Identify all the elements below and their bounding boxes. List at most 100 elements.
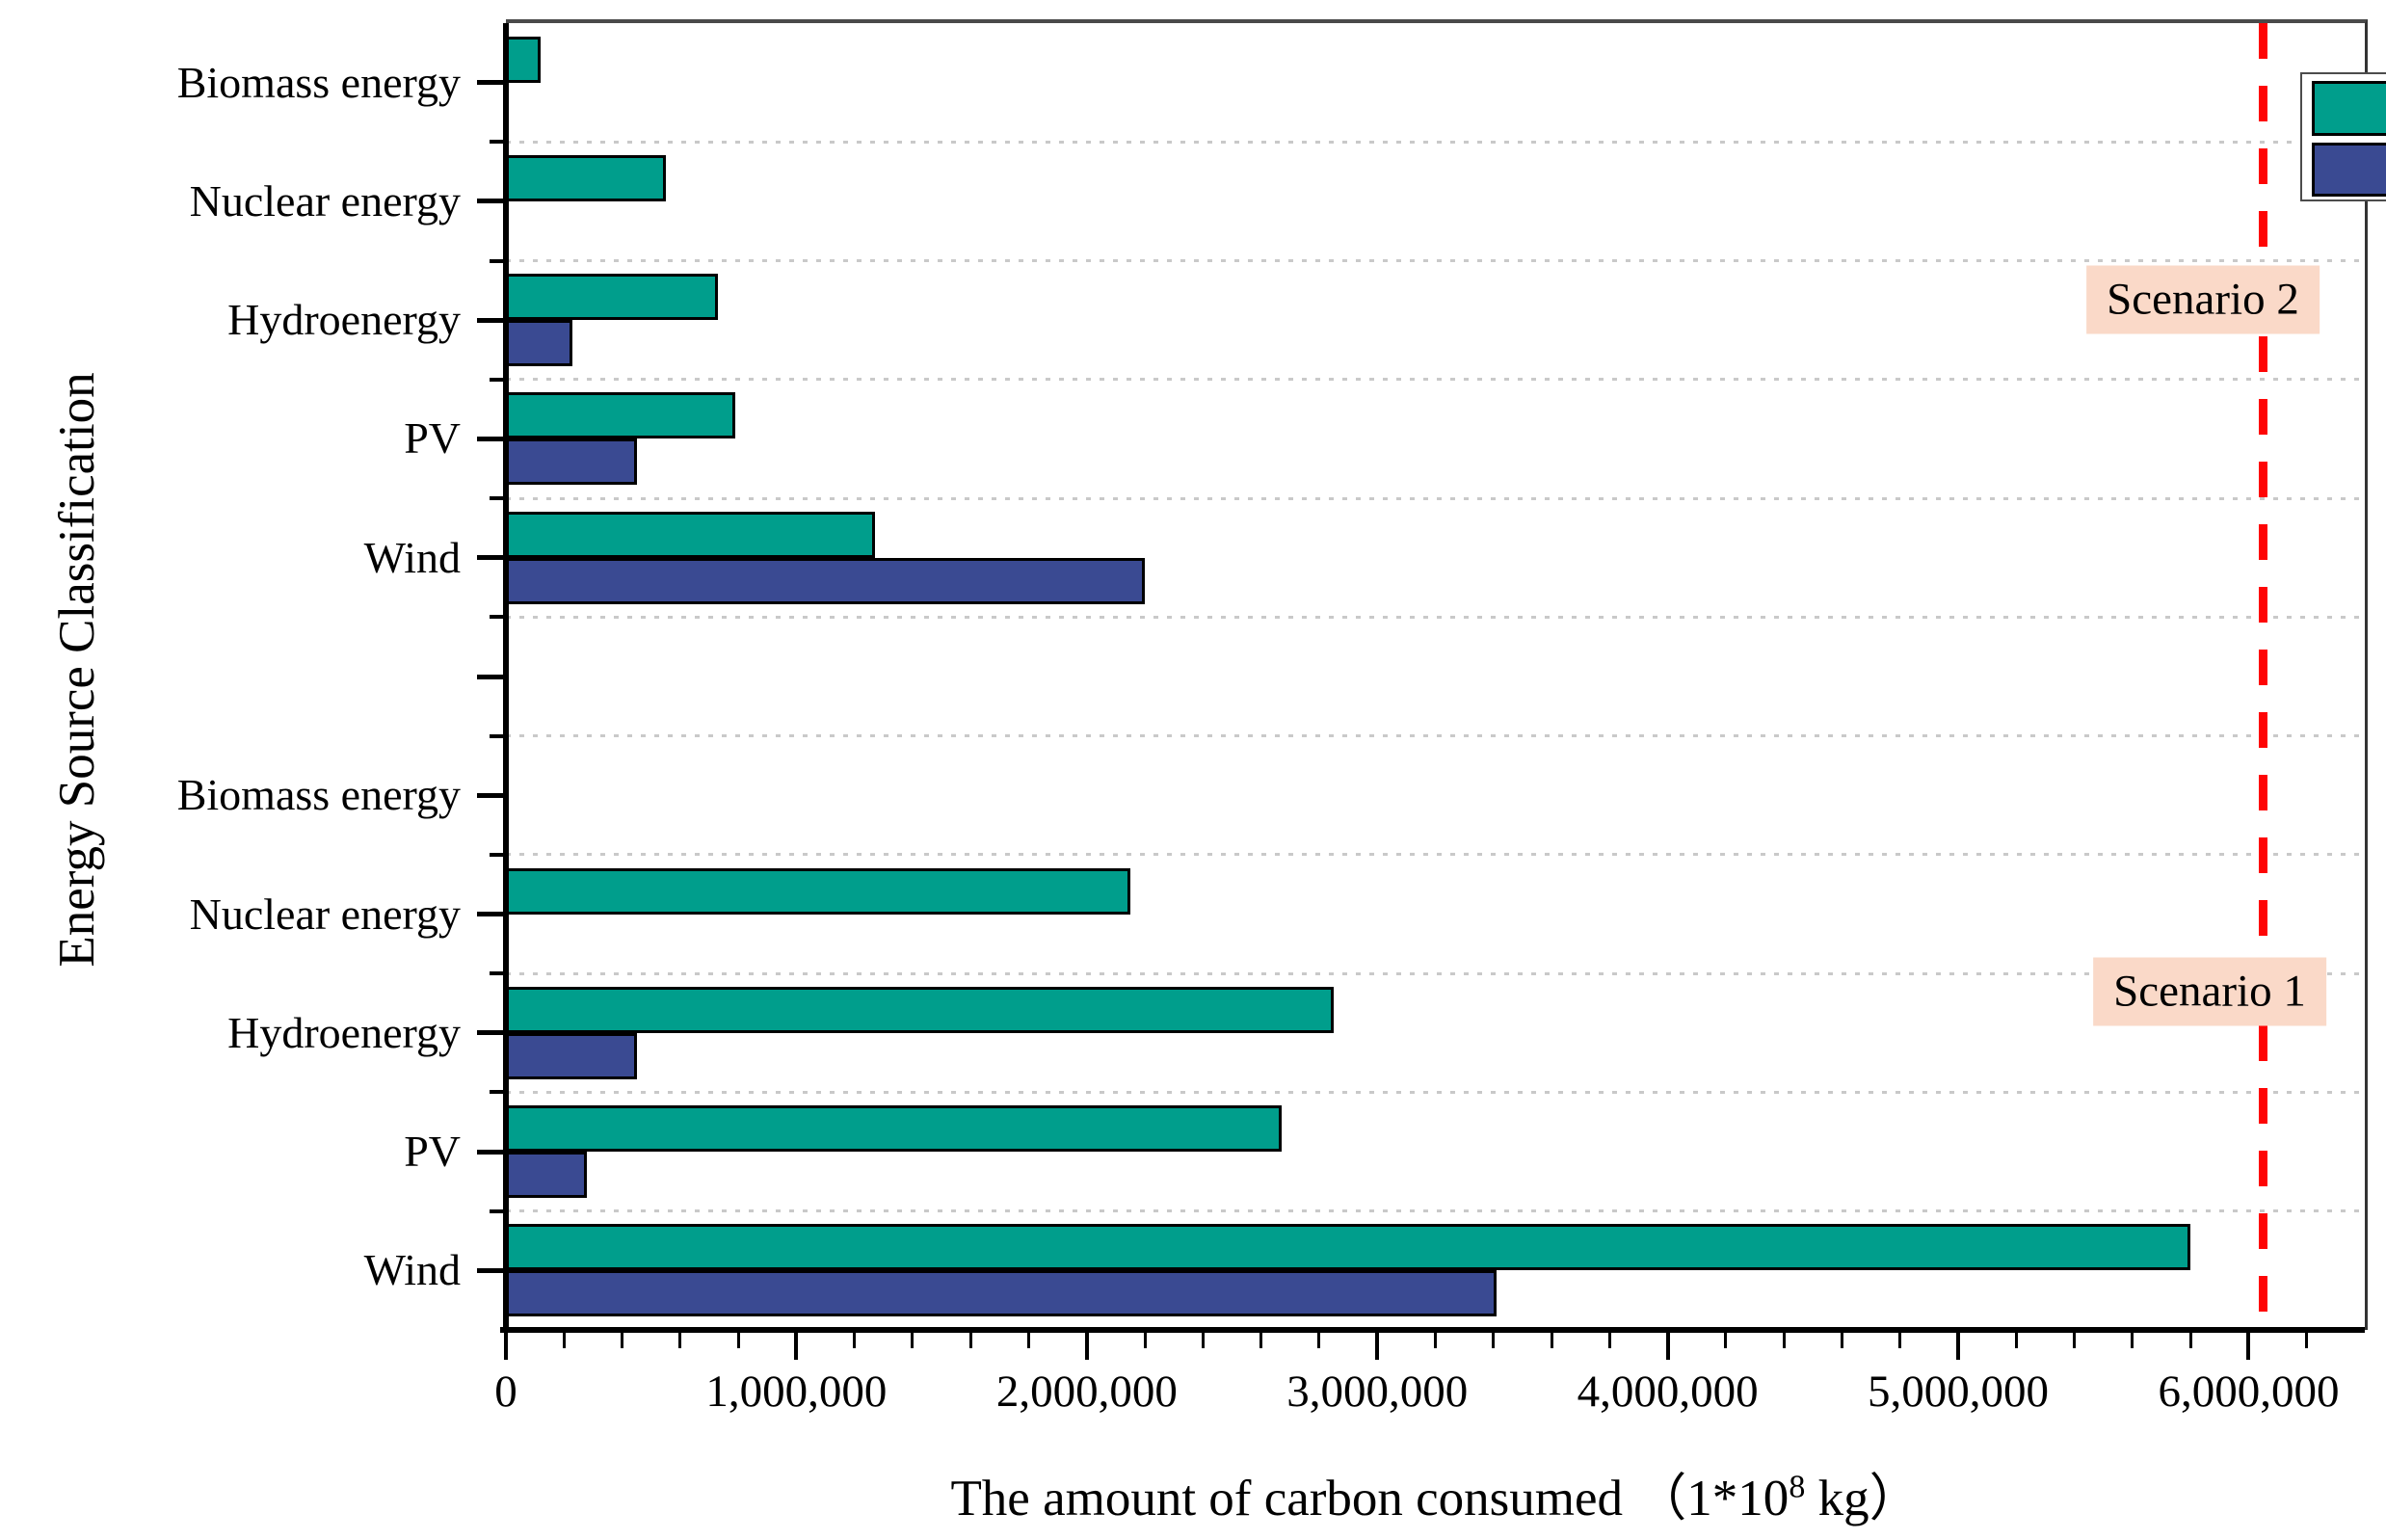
category-label: Nuclear energy: [189, 889, 461, 939]
y-axis-minor-tick: [490, 1208, 506, 1213]
x-axis-minor-tick: [1782, 1333, 1786, 1348]
x-axis-minor-tick: [2131, 1333, 2134, 1348]
category-label: PV: [404, 1127, 461, 1177]
bar-minimum-biomass-energy: [506, 36, 542, 83]
y-axis-minor-tick: [490, 1090, 506, 1095]
x-axis-minor-tick: [1492, 1333, 1496, 1348]
x-axis-minor-tick: [911, 1333, 915, 1348]
category-label: Nuclear energy: [189, 175, 461, 226]
x-axis-title-text: The amount of carbon consumed （1*10: [950, 1471, 1790, 1527]
x-axis-minor-tick: [1259, 1333, 1263, 1348]
y-axis-major-tick: [477, 555, 506, 561]
legend-swatch-initial: [2312, 143, 2386, 197]
x-tick-label: 6,000,000: [2158, 1367, 2340, 1417]
x-axis-minor-tick: [853, 1333, 857, 1348]
x-tick-label: 4,000,000: [1577, 1367, 1759, 1417]
bar-initial-hydroenergy: [506, 1032, 637, 1079]
x-axis-minor-tick: [1607, 1333, 1611, 1348]
category-label: Wind: [363, 532, 461, 582]
legend-swatch-minimum: [2312, 81, 2386, 136]
gridline: [506, 496, 2365, 500]
x-axis-minor-tick: [678, 1333, 682, 1348]
y-axis-minor-tick: [490, 140, 506, 145]
x-tick-label: 5,000,000: [1868, 1367, 2050, 1417]
y-axis-major-tick: [477, 1149, 506, 1155]
x-axis-minor-tick: [736, 1333, 740, 1348]
x-axis-line: [500, 1327, 2365, 1333]
category-label: Hydroenergy: [227, 1007, 461, 1057]
x-axis-minor-tick: [1317, 1333, 1321, 1348]
x-axis-minor-tick: [1027, 1333, 1031, 1348]
x-axis-minor-tick: [621, 1333, 624, 1348]
x-axis-major-tick: [2246, 1333, 2251, 1360]
x-axis-title: The amount of carbon consumed （1*108 kg）: [506, 1457, 2365, 1530]
reference-dashed-line: [2259, 23, 2267, 1330]
gridline: [506, 259, 2365, 263]
y-axis-minor-tick: [490, 852, 506, 857]
y-axis-minor-tick: [490, 377, 506, 382]
gridline: [506, 140, 2365, 144]
bar-initial-pv: [506, 438, 637, 486]
y-axis-minor-tick: [490, 258, 506, 263]
gridline: [506, 734, 2365, 738]
x-axis-minor-tick: [1550, 1333, 1553, 1348]
x-axis-minor-tick: [562, 1333, 566, 1348]
x-axis-minor-tick: [968, 1333, 972, 1348]
plot-area: Minimum Initial Scenario 2 Scenario 1 0 1…: [177, 19, 2386, 1417]
y-axis-major-tick: [477, 1030, 506, 1036]
x-axis-title-unit: kg）: [1805, 1471, 1921, 1527]
bar-minimum-wind: [506, 511, 875, 558]
bar-minimum-nuclear-energy: [506, 867, 1131, 915]
bar-minimum-pv: [506, 1105, 1282, 1153]
gridline: [506, 971, 2365, 975]
x-axis-title-superscript: 8: [1789, 1469, 1806, 1505]
scenario-2-label: Scenario 2: [2086, 265, 2320, 334]
bar-initial-wind: [506, 557, 1146, 604]
y-axis-major-tick: [477, 792, 506, 798]
y-axis-minor-tick: [490, 496, 506, 501]
x-axis-major-tick: [794, 1333, 799, 1360]
bar-initial-hydroenergy: [506, 320, 573, 367]
bar-initial-wind: [506, 1270, 1497, 1317]
x-axis-minor-tick: [2014, 1333, 2018, 1348]
x-axis-major-tick: [1956, 1333, 1961, 1360]
y-axis-major-tick: [477, 912, 506, 917]
y-axis-major-tick: [477, 199, 506, 204]
x-axis-major-tick: [504, 1333, 508, 1360]
gridline: [506, 378, 2365, 382]
x-axis-minor-tick: [1434, 1333, 1437, 1348]
x-axis-minor-tick: [1724, 1333, 1728, 1348]
x-tick-label: 3,000,000: [1286, 1367, 1469, 1417]
y-axis-minor-tick: [490, 971, 506, 976]
scenario-1-label: Scenario 1: [2093, 957, 2326, 1026]
x-axis-minor-tick: [1898, 1333, 1902, 1348]
y-axis-major-tick: [477, 436, 506, 441]
gridline: [506, 1209, 2365, 1213]
bar-minimum-pv: [506, 392, 736, 439]
gridline: [506, 615, 2365, 619]
x-axis-major-tick: [1084, 1333, 1089, 1360]
x-tick-label: 1,000,000: [705, 1367, 888, 1417]
x-axis-minor-tick: [2188, 1333, 2192, 1348]
y-axis-minor-tick: [490, 615, 506, 620]
category-label: Biomass energy: [176, 770, 461, 820]
y-axis-major-tick: [477, 1267, 506, 1273]
x-axis-major-tick: [1375, 1333, 1380, 1360]
x-axis-minor-tick: [1143, 1333, 1147, 1348]
y-axis-major-tick: [477, 80, 506, 86]
category-label: Wind: [363, 1245, 461, 1295]
category-label: Biomass energy: [176, 57, 461, 107]
gridline: [506, 853, 2365, 857]
bar-minimum-nuclear-energy: [506, 154, 666, 201]
x-axis-minor-tick: [1840, 1333, 1843, 1348]
y-axis-minor-tick: [490, 733, 506, 738]
category-label: PV: [404, 413, 461, 464]
legend: Minimum Initial: [2300, 72, 2386, 201]
x-axis-major-tick: [1665, 1333, 1670, 1360]
bar-minimum-hydroenergy: [506, 986, 1334, 1033]
x-tick-label: 2,000,000: [995, 1367, 1178, 1417]
y-axis-line: [503, 23, 509, 1330]
category-label: Hydroenergy: [227, 295, 461, 345]
gridline: [506, 1090, 2365, 1094]
